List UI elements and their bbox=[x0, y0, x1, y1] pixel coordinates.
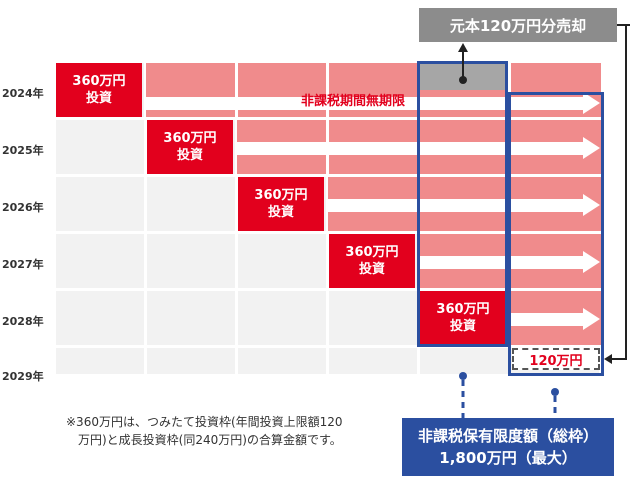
arrow-2025 bbox=[237, 142, 583, 155]
investment-word: 投資 bbox=[449, 319, 476, 334]
grid-cell bbox=[147, 291, 235, 345]
investment-word: 投資 bbox=[176, 148, 203, 163]
investment-block-2024: 360万円 投資 bbox=[56, 63, 142, 117]
grid-cell bbox=[56, 234, 144, 288]
arrow-2028 bbox=[510, 313, 583, 326]
year-label-2024: 2024年 bbox=[2, 87, 44, 100]
holding-limit-box: 非課税保有限度額（総枠） 1,800万円（最大） bbox=[402, 418, 614, 476]
separator bbox=[235, 63, 238, 117]
arrow-2027 bbox=[419, 256, 583, 269]
arrow-2024 bbox=[146, 97, 583, 110]
year-label-2026: 2026年 bbox=[2, 201, 44, 214]
investment-amount: 360万円 bbox=[72, 74, 126, 89]
tax-free-period-label: 非課税期間無期限 bbox=[300, 94, 405, 109]
remaining-amount-label: 120万円 bbox=[512, 348, 600, 370]
arrow-head-icon bbox=[583, 308, 600, 330]
year-label-2027: 2027年 bbox=[2, 258, 44, 271]
arrow-head-icon bbox=[583, 137, 600, 159]
investment-block-2026: 360万円 投資 bbox=[238, 177, 324, 231]
grid-cell bbox=[420, 348, 508, 374]
grid-cell bbox=[147, 177, 235, 231]
arrow-head-icon bbox=[583, 92, 600, 114]
arrow-head-icon bbox=[583, 194, 600, 216]
separator bbox=[326, 63, 329, 174]
investment-amount: 360万円 bbox=[436, 302, 490, 317]
grid-cell bbox=[56, 291, 144, 345]
holding-limit-title: 非課税保有限度額（総枠） bbox=[417, 427, 598, 445]
investment-word: 投資 bbox=[267, 205, 294, 220]
holding-limit-amount: 1,800万円（最大） bbox=[439, 449, 577, 467]
footnote: ※360万円は、つみたて投資枠(年間投資上限額120 万円)と成長投資枠(同24… bbox=[66, 413, 396, 449]
investment-word: 投資 bbox=[358, 262, 385, 277]
year-label-2028: 2028年 bbox=[2, 315, 44, 328]
investment-block-2027: 360万円 投資 bbox=[329, 234, 415, 288]
grid-cell bbox=[56, 348, 144, 374]
investment-word: 投資 bbox=[85, 91, 112, 106]
grid-cell bbox=[329, 291, 417, 345]
column-2029-highlight bbox=[508, 92, 604, 376]
grid-cell bbox=[147, 348, 235, 374]
arrow-2026 bbox=[328, 199, 583, 212]
year-label-2029: 2029年 bbox=[2, 370, 44, 383]
investment-amount: 360万円 bbox=[254, 188, 308, 203]
footnote-line-1: ※360万円は、つみたて投資枠(年間投資上限額120 bbox=[66, 415, 343, 429]
grid-cell bbox=[56, 177, 144, 231]
sell-box: 元本120万円分売却 bbox=[419, 8, 617, 42]
grid-cell bbox=[329, 348, 417, 374]
investment-amount: 360万円 bbox=[345, 245, 399, 260]
investment-amount: 360万円 bbox=[163, 131, 217, 146]
grid-cell bbox=[238, 234, 326, 288]
footnote-line-2: 万円)と成長投資枠(同240万円)の合算金額です。 bbox=[78, 433, 342, 447]
year-label-2025: 2025年 bbox=[2, 144, 44, 157]
investment-block-2025: 360万円 投資 bbox=[147, 120, 233, 174]
grid-cell bbox=[238, 291, 326, 345]
grid-cell bbox=[56, 120, 144, 174]
arrow-head-icon bbox=[583, 251, 600, 273]
grid-cell bbox=[147, 234, 235, 288]
investment-block-2028: 360万円 投資 bbox=[420, 291, 506, 345]
grid-cell bbox=[238, 348, 326, 374]
